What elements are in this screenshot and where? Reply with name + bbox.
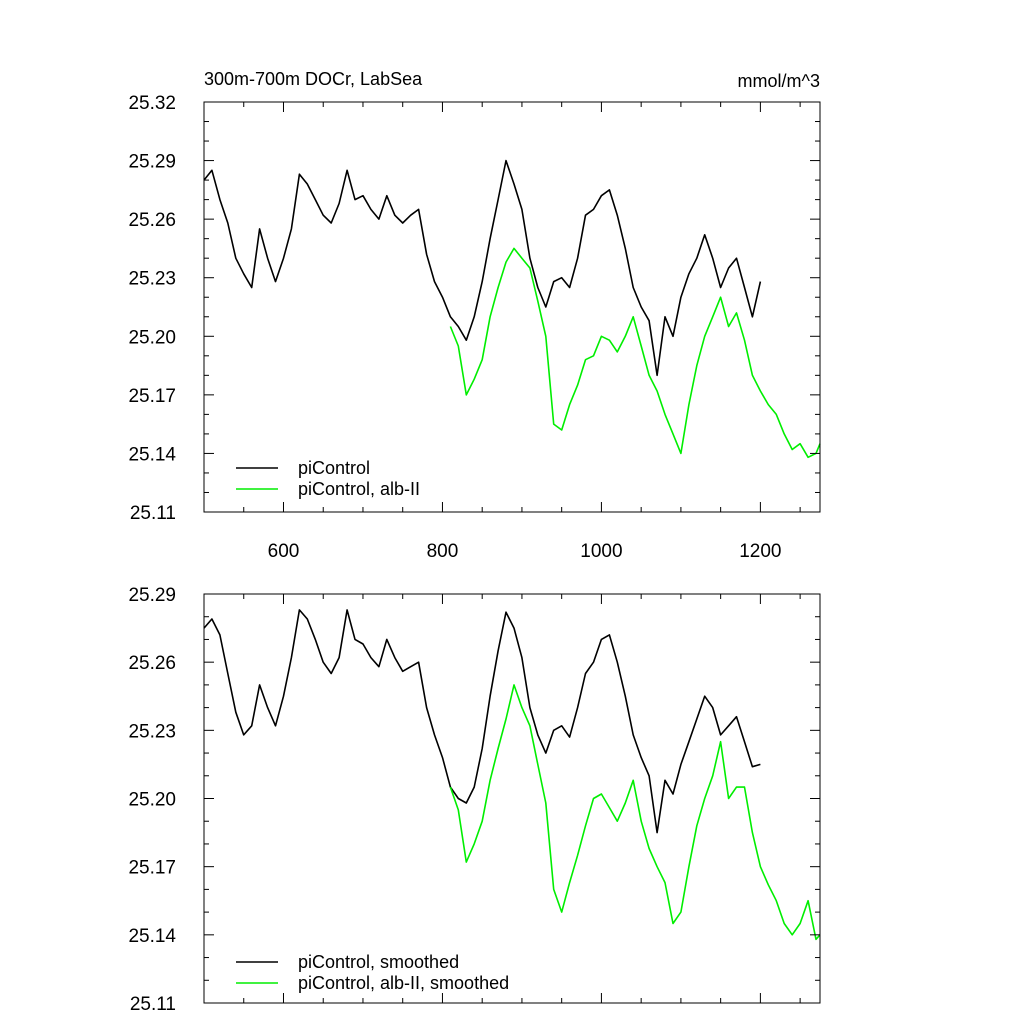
y-tick-label: 25.26 — [128, 210, 176, 231]
legend-label: piControl — [298, 458, 370, 478]
y-tick-label: 25.26 — [128, 653, 176, 674]
y-tick-label: 25.23 — [128, 721, 176, 742]
series-line-alb-ii — [449, 247, 821, 459]
chart-title: 300m-700m DOCr, LabSea — [204, 69, 423, 89]
bottom-panel: 25.11 25.14 25.17 25.20 25.23 25.26 25.29 piCon… — [128, 585, 821, 1015]
y-tick-label: 25.23 — [128, 269, 176, 290]
series-line-picontrol — [203, 609, 761, 834]
plot-frame — [203, 101, 821, 513]
legend-label: piControl, alb-II, smoothed — [298, 973, 509, 993]
legend-label: piControl, alb-II — [298, 479, 420, 499]
y-tick-label: 25.17 — [128, 858, 176, 879]
y-tick-label: 25.11 — [130, 994, 176, 1015]
y-tick-label: 25.29 — [128, 152, 176, 173]
y-tick-label: 25.20 — [128, 790, 176, 811]
x-tick-label: 600 — [268, 541, 300, 562]
y-tick-label: 25.20 — [128, 327, 176, 348]
series-line-picontrol — [203, 159, 762, 377]
y-tick-label: 25.29 — [128, 585, 176, 606]
y-tick-label: 25.17 — [128, 386, 176, 407]
x-tick-label: 1000 — [580, 541, 622, 562]
legend-label: piControl, smoothed — [298, 952, 459, 972]
units-label: mmol/m^3 — [738, 71, 820, 91]
top-panel: 300m-700m DOCr, LabSea mmol/m^3 25.11 25.… — [128, 69, 821, 562]
y-tick-label: 25.11 — [130, 503, 176, 524]
plot-frame — [203, 593, 821, 1004]
x-tick-label: 1200 — [739, 541, 781, 562]
y-tick-label: 25.32 — [128, 93, 176, 114]
series-line-alb-ii — [449, 684, 821, 941]
y-tick-label: 25.14 — [128, 926, 176, 947]
x-tick-label: 800 — [427, 541, 459, 562]
y-tick-label: 25.14 — [128, 444, 176, 465]
